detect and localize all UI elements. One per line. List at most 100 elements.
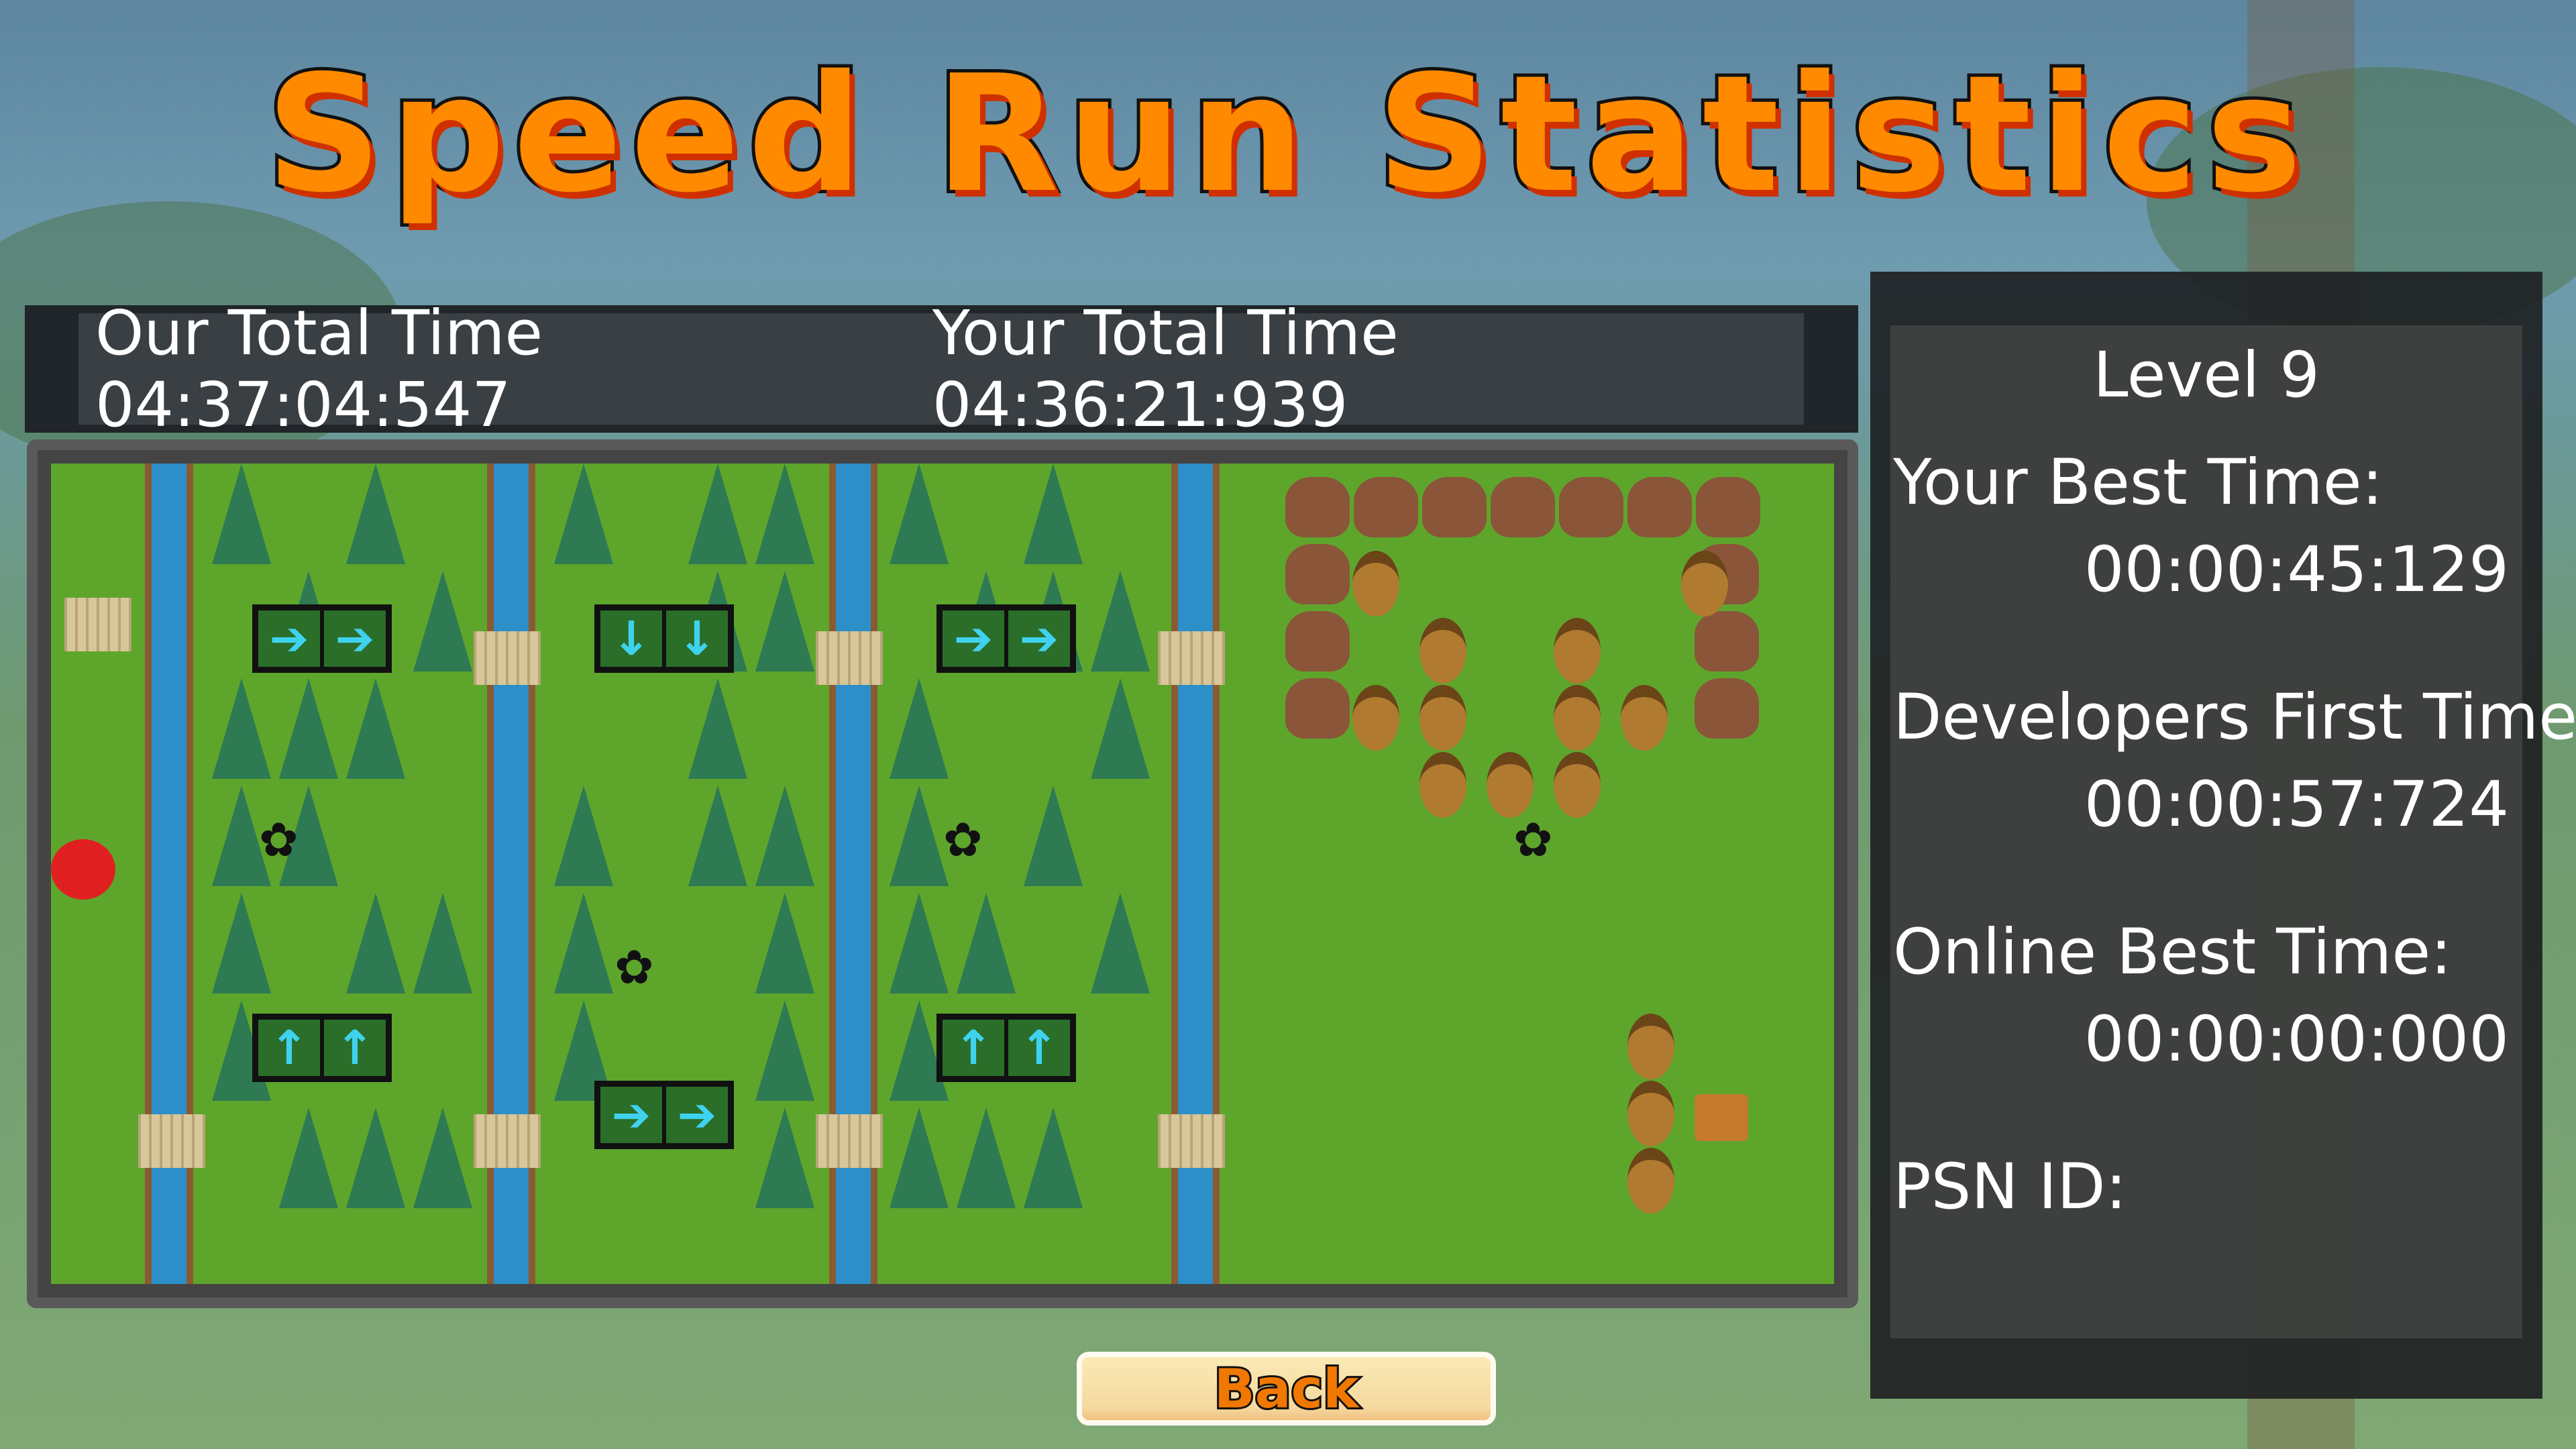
- your-best-value: 00:00:45:129: [2084, 533, 2509, 606]
- rock-icon: [1491, 477, 1555, 537]
- acorn-icon: [1554, 618, 1601, 684]
- map-grass: ➔ ➔ ↓ ↓ ➔ ➔ ↑ ↑ ↑ ↑ ➔ ➔ ✿ ✿ ✿ ✿: [51, 464, 1834, 1284]
- level-map-preview: ➔ ➔ ↓ ↓ ➔ ➔ ↑ ↑ ↑ ↑ ➔ ➔ ✿ ✿ ✿ ✿: [27, 439, 1858, 1308]
- arrow-icon: ➔: [1006, 608, 1072, 669]
- acorn-icon: [1554, 685, 1601, 751]
- bridge: [474, 631, 541, 685]
- tree-icon: [755, 786, 814, 886]
- tree-icon: [755, 1108, 814, 1208]
- tree-icon: [212, 464, 271, 564]
- tree-icon: [755, 1000, 814, 1101]
- tree-icon: [346, 678, 405, 779]
- tree-icon: [413, 571, 472, 672]
- tree-icon: [688, 786, 747, 886]
- acorn-icon: [1681, 551, 1728, 616]
- paw-print-icon: ✿: [614, 940, 654, 995]
- bridge: [64, 598, 131, 651]
- rock-icon: [1627, 477, 1692, 537]
- tree-icon: [957, 1108, 1016, 1208]
- acorn-icon: [1627, 1081, 1674, 1146]
- arrow-tile: ↑ ↑: [936, 1014, 1076, 1082]
- tree-icon: [346, 893, 405, 994]
- your-best-label: Your Best Time:: [1893, 446, 2383, 519]
- tree-icon: [890, 464, 949, 564]
- arrow-icon: ➔: [598, 1085, 664, 1145]
- tree-icon: [890, 893, 949, 994]
- tree-icon: [554, 786, 613, 886]
- arrow-tile: ↓ ↓: [594, 604, 734, 673]
- tree-icon: [957, 893, 1016, 994]
- rock-icon: [1354, 477, 1418, 537]
- tree-icon: [212, 678, 271, 779]
- acorn-icon: [1627, 1014, 1674, 1079]
- arrow-icon: ↑: [941, 1018, 1006, 1078]
- tree-icon: [755, 571, 814, 672]
- rock-icon: [1285, 477, 1350, 537]
- acorn-icon: [1621, 685, 1668, 751]
- tree-icon: [1024, 464, 1083, 564]
- your-total-time: Your Total Time 04:36:21:939: [932, 297, 1787, 441]
- rock-icon: [1695, 678, 1759, 739]
- tree-icon: [554, 464, 613, 564]
- tree-icon: [755, 464, 814, 564]
- back-button[interactable]: Back: [1077, 1352, 1496, 1426]
- arrow-icon: ↑: [1006, 1018, 1072, 1078]
- tree-icon: [755, 893, 814, 994]
- acorn-icon: [1419, 618, 1466, 684]
- bridge: [138, 1114, 205, 1168]
- arrow-icon: ↑: [322, 1018, 388, 1078]
- treasure-chest-icon: [1695, 1094, 1748, 1141]
- tree-icon: [413, 893, 472, 994]
- level-title: Level 9: [1890, 339, 2522, 412]
- dev-first-label: Developers First Time:: [1893, 681, 2576, 754]
- rock-icon: [1285, 544, 1350, 604]
- tree-icon: [1091, 893, 1150, 994]
- tree-icon: [890, 786, 949, 886]
- tree-icon: [279, 678, 338, 779]
- acorn-icon: [1487, 752, 1534, 818]
- rock-icon: [1285, 611, 1350, 672]
- acorn-icon: [1352, 551, 1399, 616]
- tree-icon: [279, 1108, 338, 1208]
- paw-print-icon: ✿: [943, 812, 983, 867]
- tree-icon: [1024, 786, 1083, 886]
- our-total-time: Our Total Time 04:37:04:547: [95, 297, 932, 441]
- tree-icon: [890, 1108, 949, 1208]
- psn-id-label: PSN ID:: [1893, 1150, 2127, 1224]
- tree-icon: [890, 678, 949, 779]
- tree-icon: [1091, 678, 1150, 779]
- acorn-icon: [1554, 752, 1601, 818]
- arrow-icon: ➔: [322, 608, 388, 669]
- bridge: [1158, 1114, 1225, 1168]
- paw-print-icon: ✿: [259, 812, 299, 867]
- back-button-label: Back: [1214, 1358, 1359, 1420]
- arrow-icon: ➔: [256, 608, 322, 669]
- bridge: [816, 631, 883, 685]
- online-best-value: 00:00:00:000: [2084, 1003, 2509, 1076]
- tree-icon: [688, 464, 747, 564]
- arrow-tile: ↑ ↑: [252, 1014, 392, 1082]
- bridge: [816, 1114, 883, 1168]
- arrow-tile: ➔ ➔: [252, 604, 392, 673]
- online-best-label: Online Best Time:: [1893, 916, 2452, 989]
- bridge: [474, 1114, 541, 1168]
- tree-icon: [346, 1108, 405, 1208]
- rock-icon: [1696, 477, 1760, 537]
- rock-icon: [1695, 611, 1759, 672]
- tree-icon: [346, 464, 405, 564]
- player-icon: [51, 839, 115, 900]
- arrow-icon: ➔: [664, 1085, 730, 1145]
- tree-icon: [1091, 571, 1150, 672]
- rock-icon: [1422, 477, 1487, 537]
- page-title: Speed Run Statistics: [0, 40, 2576, 228]
- tree-icon: [413, 1108, 472, 1208]
- arrow-icon: ➔: [941, 608, 1006, 669]
- tree-icon: [688, 678, 747, 779]
- rock-icon: [1559, 477, 1623, 537]
- level-stats-panel: Level 9 Your Best Time: 00:00:45:129 Dev…: [1870, 272, 2542, 1399]
- tree-icon: [554, 893, 613, 994]
- tree-icon: [1024, 1108, 1083, 1208]
- arrow-tile: ➔ ➔: [936, 604, 1076, 673]
- acorn-icon: [1419, 752, 1466, 818]
- acorn-icon: [1419, 685, 1466, 751]
